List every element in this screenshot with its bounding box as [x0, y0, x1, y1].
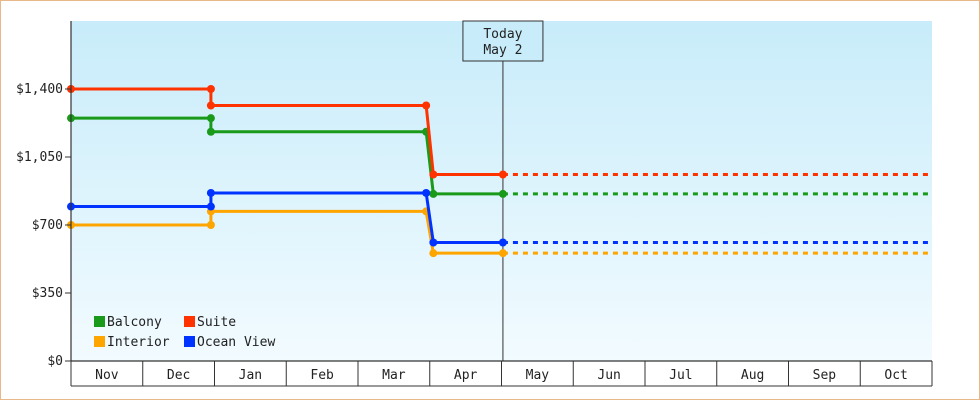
legend-swatch-0	[94, 316, 105, 327]
series-point-3	[206, 202, 215, 211]
series-point-3	[498, 238, 507, 247]
series-point-0	[429, 189, 438, 198]
x-month-label: Oct	[884, 368, 907, 383]
series-point-2	[498, 249, 507, 258]
x-month-label: Dec	[167, 368, 190, 383]
series-point-2	[206, 221, 215, 229]
legend-swatch-2	[94, 336, 105, 347]
x-month-label: Jun	[597, 368, 620, 383]
series-point-2	[429, 249, 438, 258]
series-point-0	[206, 114, 215, 123]
series-point-1	[422, 101, 431, 110]
series-point-3	[422, 188, 431, 197]
y-tick-label: $700	[32, 218, 63, 233]
series-point-0	[498, 189, 507, 198]
series-point-1	[206, 101, 215, 110]
series-line-2	[71, 209, 503, 255]
today-box	[462, 20, 544, 62]
series-line-1	[71, 87, 503, 176]
legend-swatch-3	[184, 336, 195, 347]
legend-label-2: Interior	[107, 335, 170, 350]
legend-swatch-1	[184, 316, 195, 327]
x-month-label: Apr	[454, 368, 478, 383]
legend-label-3: Ocean View	[197, 335, 275, 350]
series-point-1	[206, 85, 215, 93]
y-tick-label: $1,400	[16, 82, 63, 97]
x-month-label: Sep	[813, 368, 837, 383]
x-month-label: Jul	[669, 368, 692, 383]
x-month-label: Aug	[741, 368, 764, 383]
legend-label-1: Suite	[197, 315, 236, 330]
today-label: Today	[483, 27, 522, 42]
series-point-3	[429, 238, 438, 247]
x-month-label: Nov	[95, 368, 119, 383]
y-tick-label: $350	[32, 286, 63, 301]
legend-label-0: Balcony	[107, 315, 162, 330]
y-tick-label: $0	[47, 354, 63, 369]
series-point-1	[429, 170, 438, 179]
x-month-label: May	[526, 368, 550, 383]
series-point-0	[206, 127, 215, 136]
x-month-label: Mar	[382, 368, 406, 383]
x-month-label: Feb	[310, 368, 334, 383]
series-line-3	[71, 191, 503, 244]
series-line-0	[71, 116, 503, 196]
x-month-label: Jan	[239, 368, 262, 383]
today-date: May 2	[483, 43, 522, 58]
series-point-3	[206, 188, 215, 197]
y-tick-label: $1,050	[16, 150, 63, 165]
series-point-1	[498, 170, 507, 179]
